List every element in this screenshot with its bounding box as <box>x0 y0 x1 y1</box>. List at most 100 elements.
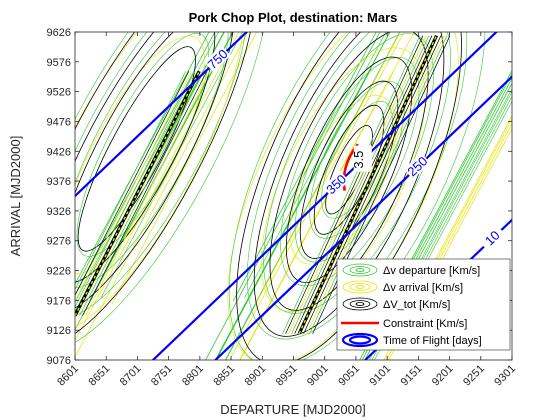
y-tick-label: 9376 <box>47 176 71 188</box>
arrival-contour <box>229 32 405 360</box>
tof-label-bg <box>322 170 350 198</box>
arrival-contour <box>260 47 426 312</box>
departure-contour <box>228 32 486 360</box>
legend-total-swatch-core <box>355 302 365 306</box>
departure-contour <box>215 32 391 360</box>
legend-constraint-label: Constraint [Km/s] <box>383 318 467 330</box>
singular-band-contour <box>294 35 433 334</box>
total-dv-contour <box>75 32 256 348</box>
singular-band-contour <box>75 71 190 296</box>
legend-departure-swatch <box>342 263 378 277</box>
total-dv-contour <box>75 32 216 283</box>
departure-contour <box>387 88 512 322</box>
arrival-contour <box>239 71 395 360</box>
arrival-contour <box>239 32 415 360</box>
y-tick-label: 9426 <box>47 146 71 158</box>
y-tick-label: 9326 <box>47 206 71 218</box>
y-tick-label: 9576 <box>47 57 71 69</box>
singular-band-contour <box>75 71 196 308</box>
departure-contour <box>75 32 229 289</box>
legend-departure-swatch-inner <box>349 266 371 274</box>
legend-total-swatch <box>342 297 378 311</box>
total-dv-contour <box>269 32 429 311</box>
constraint-label-bg <box>353 145 372 172</box>
arrival-contour <box>289 95 397 265</box>
departure-contour <box>75 32 249 320</box>
legend-arrival-swatch <box>342 280 378 294</box>
singular-band-contour <box>75 71 193 302</box>
x-tick-label: 9251 <box>461 363 487 389</box>
arrival-contour <box>385 122 512 360</box>
y-tick-label: 9126 <box>47 325 71 337</box>
arrival-contour <box>75 32 244 337</box>
x-tick-label: 8851 <box>211 363 237 389</box>
x-tick-label: 8651 <box>87 363 113 389</box>
y-tick-label: 9076 <box>47 355 71 367</box>
singular-band-contour <box>291 35 430 334</box>
departure-contour <box>246 32 468 340</box>
legend-arrival-swatch-core <box>355 285 365 289</box>
total-dv-contour <box>299 80 399 259</box>
singular-band-contour <box>309 35 448 334</box>
legend-tof-swatch-inner <box>348 335 372 345</box>
departure-contour <box>371 95 512 360</box>
total-dv-contour <box>253 32 445 337</box>
total-dv-contour <box>77 46 196 252</box>
y-tick-label: 9476 <box>47 116 71 128</box>
singular-band-contour <box>306 35 445 334</box>
legend-total-label: ΔV_tot [Km/s] <box>383 299 450 311</box>
arrival-contour <box>75 32 249 358</box>
departure-contour <box>89 32 234 302</box>
x-tick-label: 9201 <box>430 363 456 389</box>
total-dv-contour <box>236 32 462 360</box>
y-axis-label: ARRIVAL [MJD2000] <box>8 136 23 257</box>
departure-contour <box>294 57 420 263</box>
arrival-contour <box>111 32 258 305</box>
singular-band-contour <box>82 71 208 317</box>
singular-band-core-dash <box>298 35 438 335</box>
y-tick-label: 9526 <box>47 87 71 99</box>
legend-arrival-label: Δv arrival [Km/s] <box>383 282 463 294</box>
x-tick-label: 8801 <box>180 363 206 389</box>
departure-contour <box>76 33 210 257</box>
departure-contour <box>75 32 210 285</box>
departure-contour <box>75 32 270 353</box>
x-tick-label: 9001 <box>305 363 331 389</box>
departure-contour <box>214 32 390 360</box>
x-axis-label: DEPARTURE [MJD2000] <box>220 402 365 417</box>
x-tick-label: 9101 <box>367 363 393 389</box>
constraint-label: 3.5 <box>351 151 366 169</box>
singular-band-core-dash <box>75 71 200 317</box>
departure-contour <box>215 68 372 360</box>
singular-band-contour <box>85 71 211 317</box>
legend-total-swatch-inner <box>349 300 371 308</box>
tof-label-bg <box>203 45 231 73</box>
legend-departure-label: Δv departure [Km/s] <box>383 265 480 277</box>
singular-band-contour <box>288 35 427 334</box>
y-tick-label: 9276 <box>47 236 71 248</box>
arrival-contour <box>75 35 205 275</box>
legend-arrival-swatch-inner <box>349 283 371 291</box>
y-axis: 9076 9126 9176 9226 9276 9326 9376 9426 9476 9526… <box>47 27 512 367</box>
chart-title: Pork Chop Plot, destination: Mars <box>189 10 398 25</box>
departure-contour <box>244 32 387 299</box>
departure-contour <box>75 32 219 303</box>
departure-contour <box>309 80 405 239</box>
singular-band-contour <box>312 35 451 334</box>
legend-tof-label: Time of Flight [days] <box>383 335 482 347</box>
tof-label-bg <box>478 224 506 251</box>
legend: Δv departure [Km/s] Δv arrival [Km/s] ΔV_t… <box>336 258 511 351</box>
x-tick-label: 9051 <box>336 363 362 389</box>
singular-band-contour <box>285 35 424 334</box>
total-dv-contour <box>75 32 235 315</box>
singular-band-contour <box>282 35 421 334</box>
singular-band-contour <box>75 71 187 291</box>
arrival-contour <box>398 115 512 328</box>
legend-tof-swatch <box>341 332 379 348</box>
